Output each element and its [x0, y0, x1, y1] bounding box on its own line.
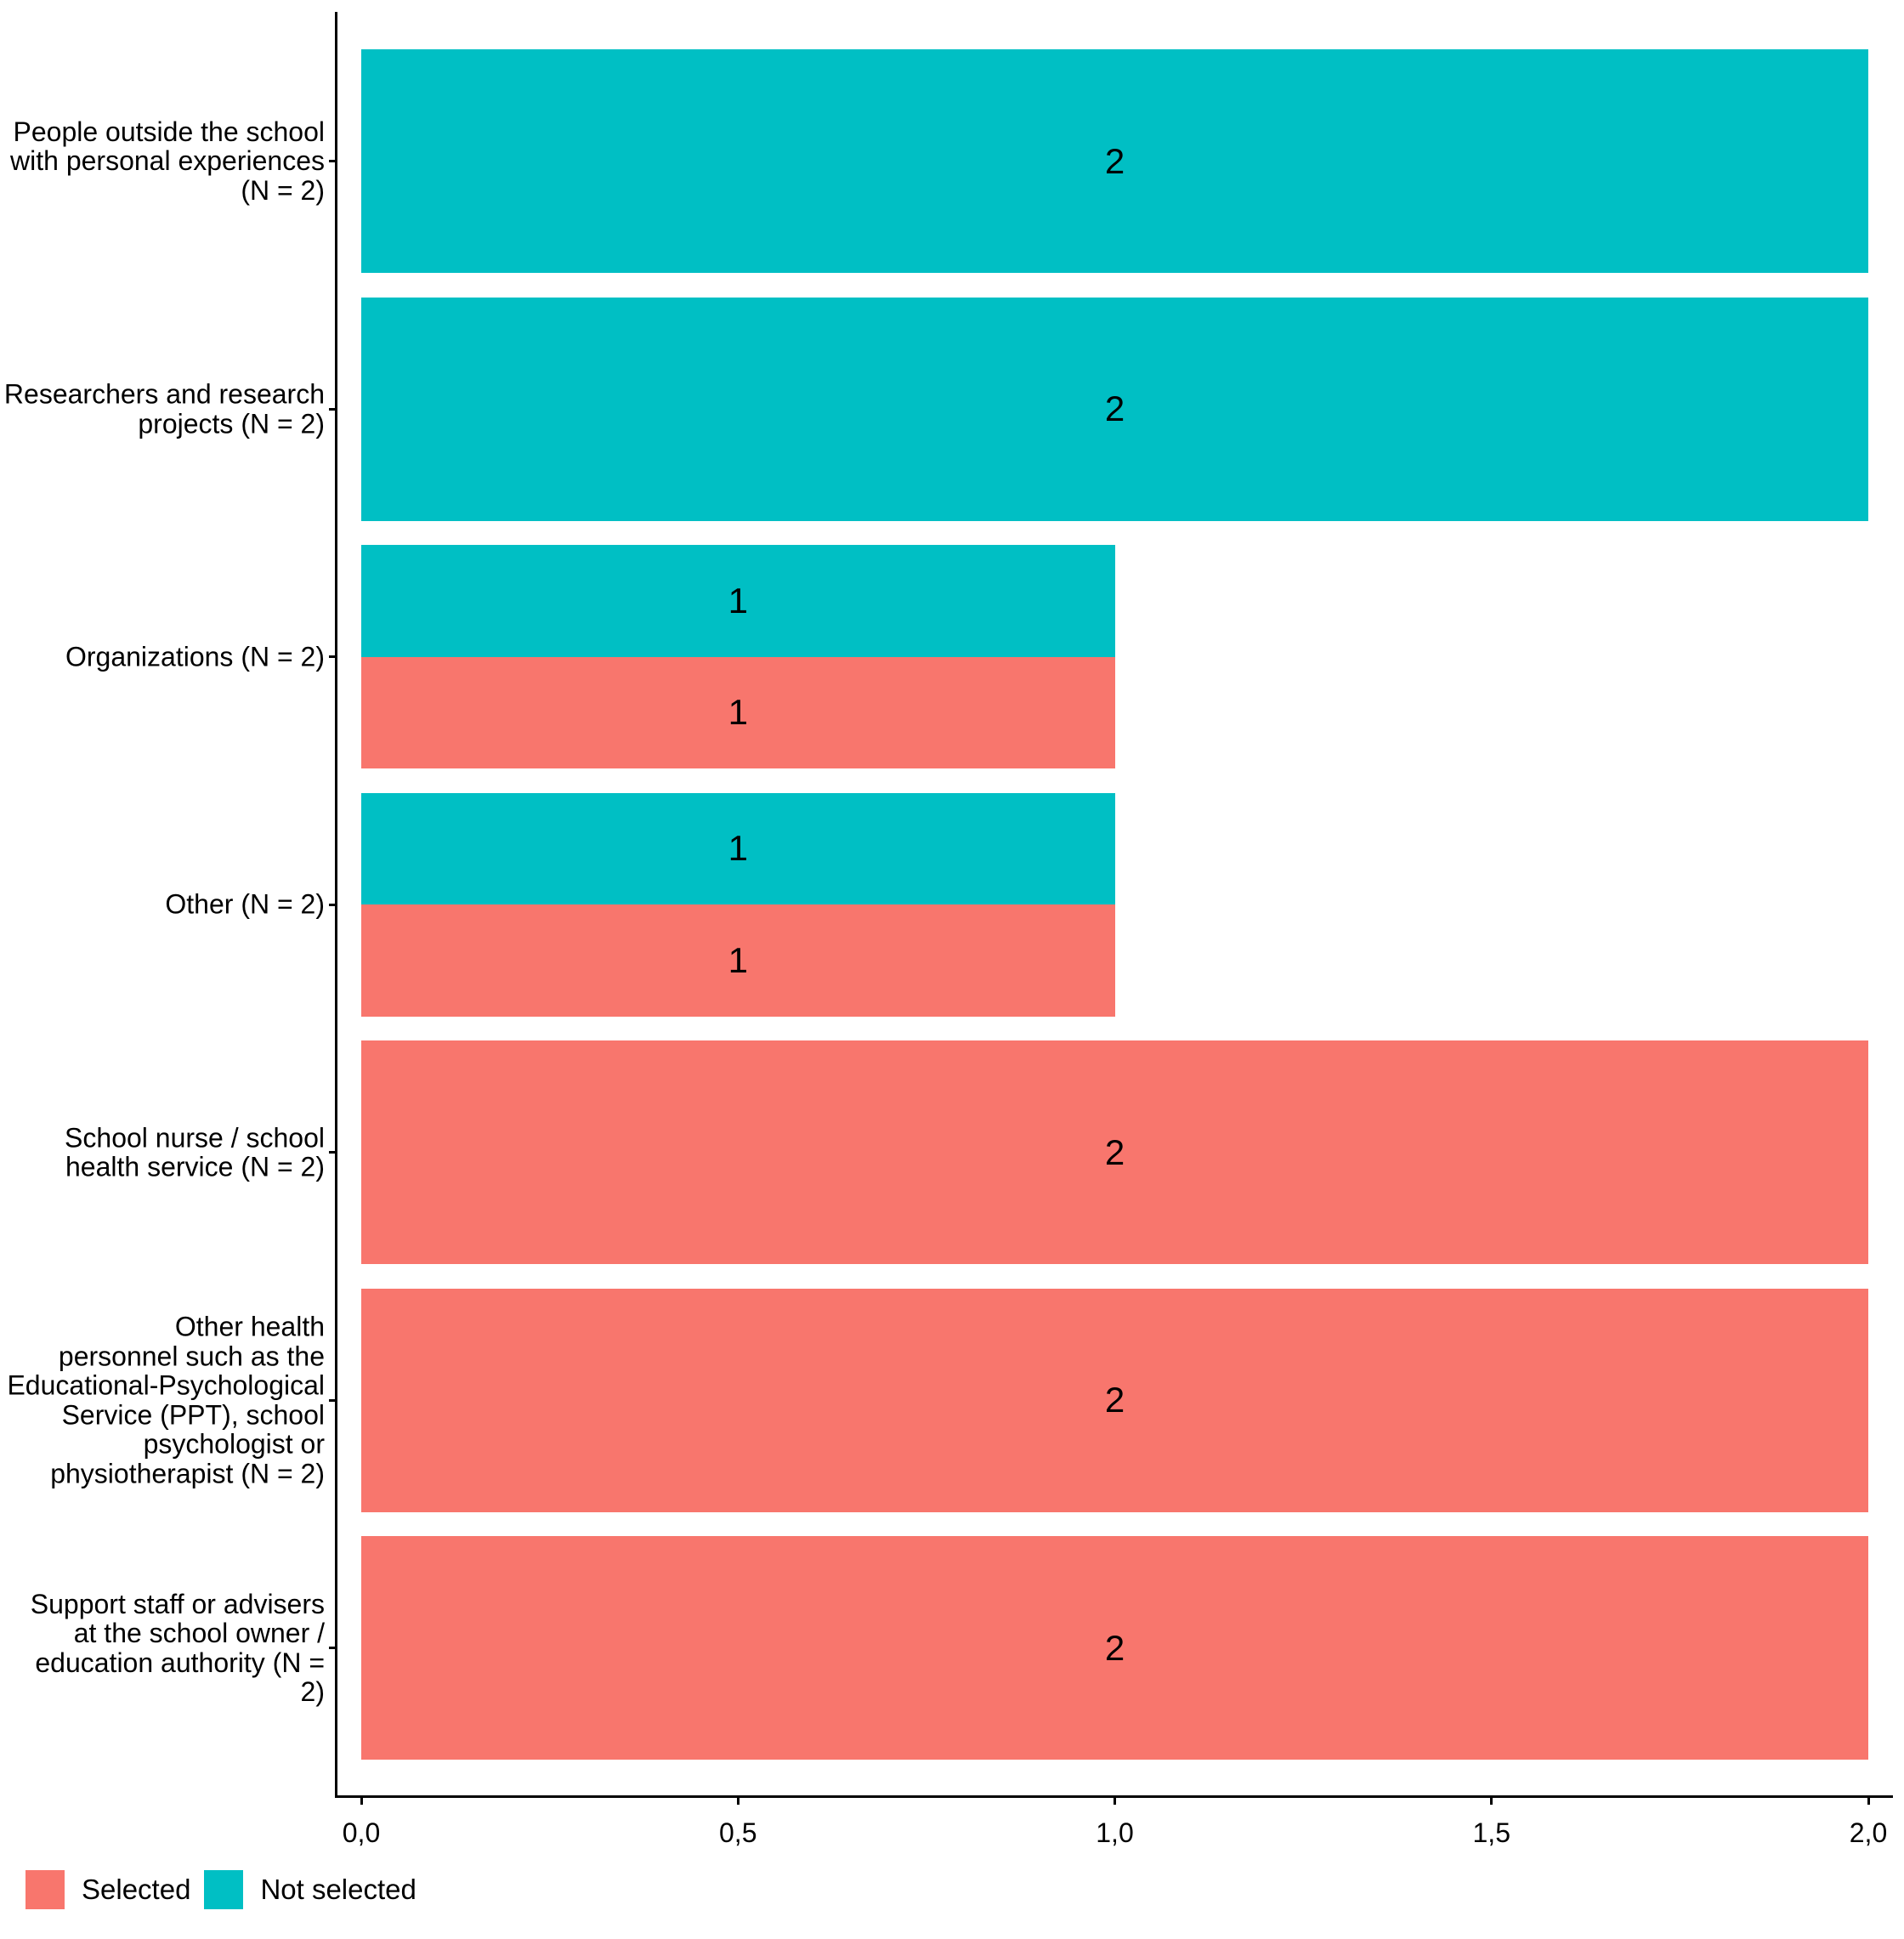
x-axis-tick: [1490, 1796, 1493, 1805]
y-axis-tick: [329, 655, 337, 658]
y-axis-label: Other health personnel such as the Educa…: [7, 1311, 325, 1489]
x-axis-tick-label: 1,0: [1096, 1817, 1134, 1848]
y-axis-tick: [329, 1151, 337, 1154]
y-axis-label: Organizations (N = 2): [65, 641, 325, 672]
x-axis-tick: [360, 1796, 363, 1805]
x-axis-tick: [1867, 1796, 1870, 1805]
y-axis-tick: [329, 1647, 337, 1649]
bar-segment: [361, 792, 1115, 904]
bar-segment: [361, 545, 1115, 657]
x-axis-tick-label: 2,0: [1849, 1817, 1888, 1848]
y-axis-tick: [329, 407, 337, 411]
bar-value-label: 2: [1104, 388, 1125, 428]
y-axis-tick: [329, 160, 337, 162]
x-axis-tick-label: 1,5: [1472, 1817, 1510, 1848]
y-axis-label: Support staff or advisers at the school …: [30, 1588, 325, 1708]
x-axis-tick: [1114, 1796, 1116, 1805]
bar-segment: [361, 49, 1868, 273]
bar-value-label: 2: [1104, 1131, 1125, 1172]
legend-label-not-selected: Not selected: [260, 1874, 416, 1905]
legend-label-selected: Selected: [82, 1874, 191, 1905]
y-axis-label: People outside the school with personal …: [10, 116, 325, 206]
bar-value-label: 1: [728, 692, 748, 733]
bar-segment: [361, 1040, 1868, 1264]
x-axis-tick-label: 0,0: [342, 1817, 381, 1848]
y-axis-label: Researchers and research projects (N = 2…: [3, 378, 325, 439]
bar-value-label: 2: [1104, 140, 1125, 181]
bar-segment: [361, 904, 1115, 1017]
bar-segment: [361, 1288, 1868, 1512]
bar-segment: [361, 1536, 1868, 1760]
bar-value-label: 2: [1104, 1380, 1125, 1420]
legend-swatch-not-selected-icon: [204, 1870, 244, 1909]
x-axis-tick: [736, 1796, 740, 1805]
y-axis-tick: [329, 903, 337, 906]
y-axis-label: School nurse / school health service (N …: [65, 1121, 325, 1182]
y-axis-label: Other (N = 2): [165, 888, 325, 920]
bar-segment: [361, 297, 1868, 521]
bar-value-label: 2: [1104, 1627, 1125, 1668]
y-axis-tick: [329, 1398, 337, 1402]
legend-item-selected: Selected: [26, 1870, 190, 1909]
bar-value-label: 1: [728, 828, 748, 869]
bar-value-label: 1: [728, 939, 748, 980]
bar-value-label: 1: [728, 580, 748, 621]
legend-swatch-selected-icon: [26, 1870, 65, 1909]
legend: Selected Not selected: [26, 1870, 416, 1909]
x-axis-tick-label: 0,5: [719, 1817, 757, 1848]
bar-segment: [361, 656, 1115, 768]
legend-item-not-selected: Not selected: [204, 1870, 416, 1909]
